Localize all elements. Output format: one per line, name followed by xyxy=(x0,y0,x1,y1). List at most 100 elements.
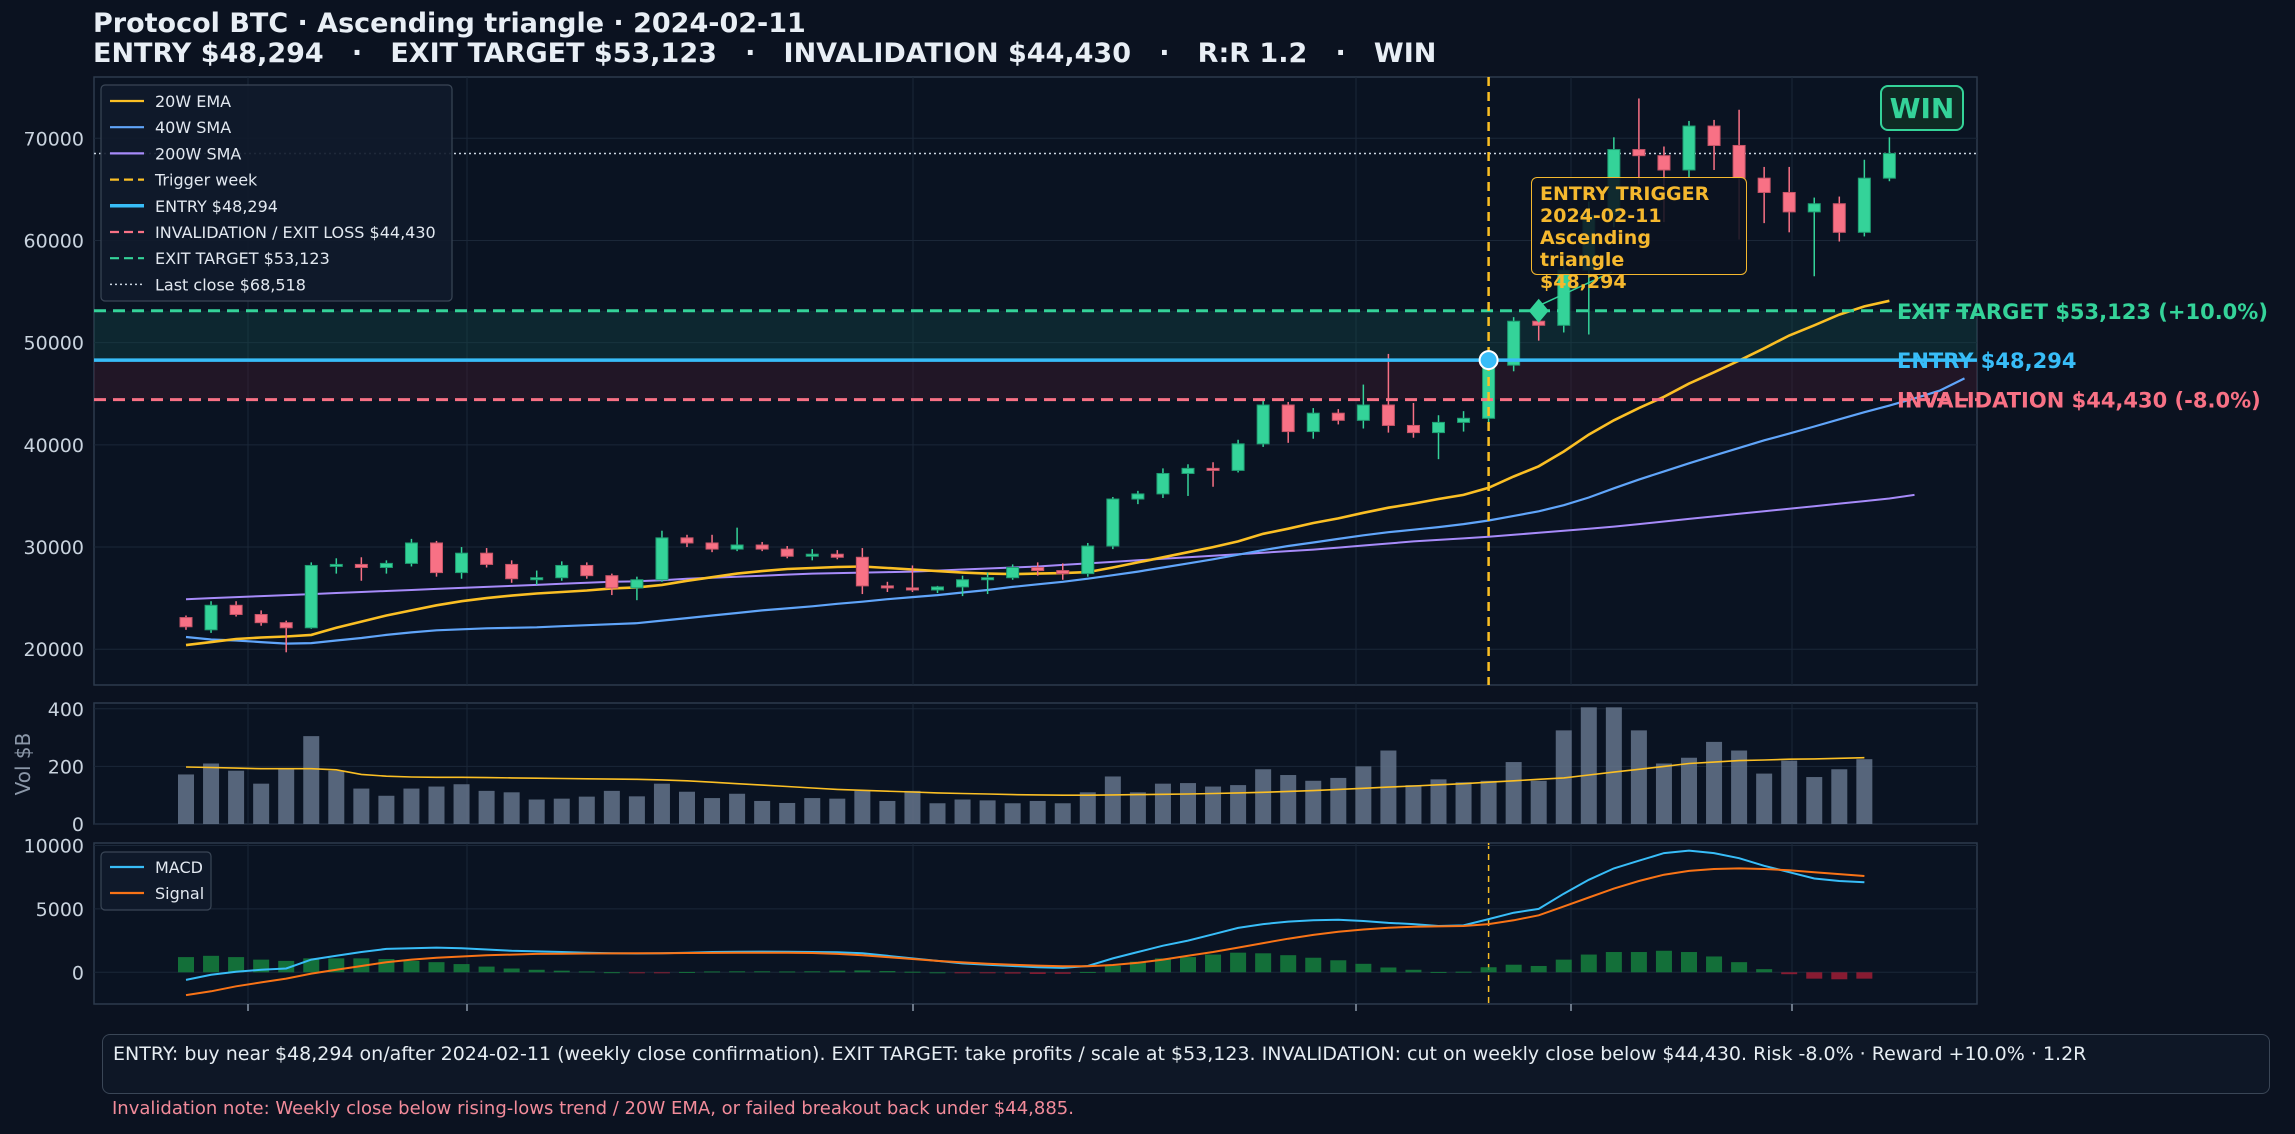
macd-histogram-bar xyxy=(478,966,495,973)
target-connector xyxy=(1540,271,1613,306)
volume-bar xyxy=(829,798,846,824)
macd-histogram-bar xyxy=(203,955,220,973)
macd-histogram-bar xyxy=(779,971,796,973)
candle-body xyxy=(1882,152,1896,179)
candle-body xyxy=(354,563,368,568)
macd-histogram-bar xyxy=(278,960,295,973)
macd-histogram-bar xyxy=(1781,972,1798,975)
volume-bar xyxy=(1580,707,1597,824)
macd-histogram-bar xyxy=(553,970,570,973)
volume-bar xyxy=(603,790,620,824)
legend-label: INVALIDATION / EXIT LOSS $44,430 xyxy=(155,223,436,242)
candle-body xyxy=(480,552,494,565)
volume-bar xyxy=(1630,730,1647,824)
macd-histogram-bar xyxy=(1731,962,1748,973)
volume-bar xyxy=(1480,780,1497,824)
volume-bar xyxy=(1856,759,1873,824)
macd-histogram-bar xyxy=(829,970,846,973)
candle-body xyxy=(1457,417,1471,423)
candle-body xyxy=(1131,493,1145,500)
candle-body xyxy=(755,544,769,550)
price-y-tick-label: 30000 xyxy=(24,537,84,559)
macd-histogram-bar xyxy=(528,969,545,973)
candle-body xyxy=(1181,467,1195,474)
volume-bar xyxy=(804,798,821,824)
chart-title: Protocol BTC · Ascending triangle · 2024… xyxy=(93,8,806,39)
macd-histogram-bar xyxy=(879,971,896,973)
macd-histogram-bar xyxy=(1129,961,1146,973)
macd-panel xyxy=(93,842,1978,1005)
macd-line xyxy=(185,849,1865,981)
legend-label: Signal xyxy=(155,884,204,903)
candle-body xyxy=(1732,144,1746,179)
volume-bar xyxy=(1430,779,1447,824)
volume-bar xyxy=(979,800,996,824)
price-y-tick-label: 20000 xyxy=(24,639,84,661)
candle-body xyxy=(905,587,919,591)
macd-histogram-bar xyxy=(503,968,520,973)
candle-body xyxy=(1682,125,1696,171)
macd-histogram-bar xyxy=(1180,957,1196,973)
price-y-tick-label: 50000 xyxy=(24,333,84,355)
volume-bar xyxy=(578,796,595,824)
candle-body xyxy=(1406,424,1420,434)
macd-histogram-bar xyxy=(653,972,670,974)
legend-label: EXIT TARGET $53,123 xyxy=(155,249,330,268)
macd-histogram-bar xyxy=(1280,955,1297,973)
volume-bar xyxy=(328,770,345,824)
candle-body xyxy=(530,577,544,581)
trigger-line-3: Ascending triangle xyxy=(1540,227,1651,271)
volume-bar xyxy=(1681,757,1697,824)
volume-bar xyxy=(879,800,896,824)
macd-histogram-bar xyxy=(1405,969,1422,973)
candle-body xyxy=(580,564,594,577)
volume-bar xyxy=(1505,762,1522,824)
volume-bar xyxy=(353,788,370,824)
candle-body xyxy=(1331,412,1345,421)
candle-body xyxy=(1256,404,1270,445)
risk-zone xyxy=(94,360,1977,400)
macd-histogram-bar xyxy=(1555,959,1572,973)
volume-bar xyxy=(478,790,495,824)
macd-histogram-bar xyxy=(1029,972,1046,974)
target-zone xyxy=(94,310,1977,361)
candle-body xyxy=(730,544,744,550)
strategy-note: ENTRY: buy near $48,294 on/after 2024-02… xyxy=(102,1034,2270,1094)
volume-y-tick-label: 0 xyxy=(72,814,84,836)
macd-histogram-bar xyxy=(1305,957,1322,973)
signal-line xyxy=(185,867,1865,997)
macd-histogram-bar xyxy=(1104,965,1121,973)
candle-body xyxy=(204,604,218,631)
macd-histogram-bar xyxy=(754,971,771,973)
macd-histogram-bar xyxy=(1380,967,1397,973)
candle-body xyxy=(1832,203,1846,233)
volume-bar xyxy=(1330,777,1347,824)
volume-bar xyxy=(1655,763,1672,824)
candle-body xyxy=(404,542,418,564)
candle-body xyxy=(705,542,719,550)
volume-bar xyxy=(929,803,946,824)
volume-bar xyxy=(1129,792,1146,824)
candle-body xyxy=(830,553,844,558)
candle-body xyxy=(1632,149,1646,157)
volume-bar xyxy=(1305,780,1322,824)
macd-histogram-bar xyxy=(1681,952,1697,973)
volume-bar xyxy=(854,790,871,824)
candle-body xyxy=(1006,566,1020,579)
macd-y-tick-label: 10000 xyxy=(24,836,84,858)
legend-label: 200W SMA xyxy=(155,144,241,163)
macd-histogram-bar xyxy=(178,957,194,973)
sma40-line xyxy=(185,377,1965,645)
volume-bar xyxy=(653,783,670,824)
volume-bar xyxy=(1004,803,1021,824)
trigger-annotation: ENTRY TRIGGER 2024-02-11 Ascending trian… xyxy=(1531,177,1747,293)
volume-bar xyxy=(1781,760,1798,824)
win-badge: WIN xyxy=(1880,85,1964,131)
macd-histogram-bar xyxy=(1856,972,1873,979)
candle-body xyxy=(555,564,569,579)
volume-bar xyxy=(403,788,420,824)
volume-y-tick-label: 200 xyxy=(48,756,84,778)
candle-body xyxy=(1056,570,1070,575)
macd-histogram-bar xyxy=(1154,958,1171,973)
